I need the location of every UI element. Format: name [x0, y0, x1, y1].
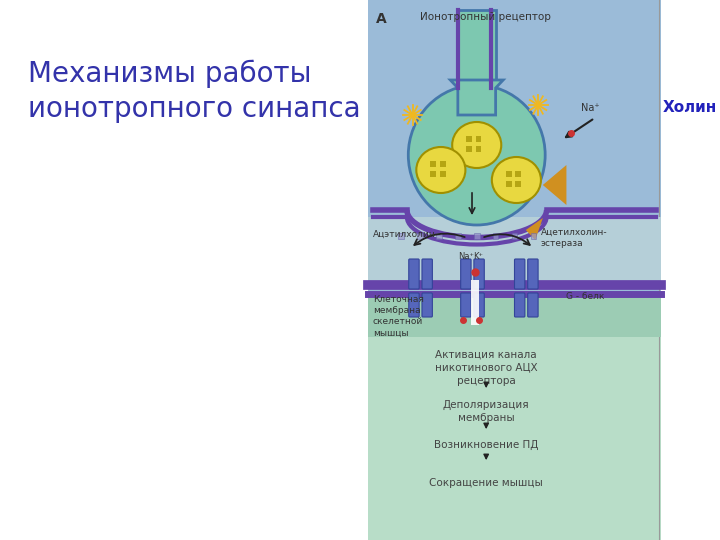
FancyBboxPatch shape — [528, 293, 538, 317]
Text: Ионотропный рецептор: Ионотропный рецептор — [420, 12, 551, 22]
Bar — [368, 330, 661, 540]
Ellipse shape — [452, 122, 501, 168]
Bar — [368, 217, 661, 285]
Bar — [467, 146, 472, 152]
Bar — [440, 171, 446, 177]
Bar — [512, 233, 518, 239]
Text: Ацетилхолин-
эстераза: Ацетилхолин- эстераза — [541, 228, 608, 248]
Bar — [398, 233, 404, 239]
Bar — [476, 136, 482, 142]
Bar — [474, 233, 480, 239]
Bar — [368, 0, 661, 330]
FancyBboxPatch shape — [515, 259, 525, 289]
Text: K⁺: K⁺ — [473, 252, 483, 261]
Bar — [476, 146, 482, 152]
Text: Сокращение мышцы: Сокращение мышцы — [429, 478, 543, 488]
FancyBboxPatch shape — [461, 293, 471, 317]
Bar — [506, 171, 512, 177]
FancyBboxPatch shape — [515, 293, 525, 317]
Text: Возникновение ПД: Возникновение ПД — [434, 440, 539, 450]
FancyBboxPatch shape — [528, 259, 538, 289]
FancyBboxPatch shape — [409, 293, 419, 317]
FancyBboxPatch shape — [422, 259, 433, 289]
Text: ионотропного синапса: ионотропного синапса — [28, 95, 361, 123]
FancyBboxPatch shape — [461, 259, 471, 289]
Bar — [471, 280, 479, 325]
FancyBboxPatch shape — [474, 259, 485, 289]
Bar — [368, 297, 661, 337]
Bar — [516, 181, 521, 187]
Bar — [418, 233, 423, 239]
Bar — [458, 10, 495, 115]
Text: Ацэтилхолин: Ацэтилхолин — [373, 230, 436, 239]
Polygon shape — [526, 218, 543, 240]
Text: Na⁺: Na⁺ — [458, 252, 474, 261]
FancyBboxPatch shape — [409, 259, 419, 289]
Bar — [506, 181, 512, 187]
Bar — [436, 233, 442, 239]
Polygon shape — [450, 80, 503, 115]
Bar — [455, 233, 461, 239]
Ellipse shape — [416, 147, 465, 193]
Text: G - белк: G - белк — [567, 292, 605, 301]
Text: А: А — [376, 12, 387, 26]
Bar — [431, 171, 436, 177]
Ellipse shape — [408, 85, 545, 225]
Bar — [492, 233, 498, 239]
Bar — [431, 161, 436, 167]
Text: Механизмы работы: Механизмы работы — [28, 60, 312, 89]
Polygon shape — [543, 165, 567, 205]
Bar — [467, 136, 472, 142]
FancyBboxPatch shape — [422, 293, 433, 317]
Text: Na⁺: Na⁺ — [580, 103, 599, 113]
Bar — [440, 161, 446, 167]
FancyBboxPatch shape — [474, 293, 485, 317]
Bar — [516, 171, 521, 177]
Text: Деполяризация
мембраны: Деполяризация мембраны — [443, 400, 529, 423]
Bar — [531, 233, 536, 239]
Text: Активация канала
никотинового АЦХ
рецептора: Активация канала никотинового АЦХ рецепт… — [435, 350, 538, 386]
Ellipse shape — [492, 157, 541, 203]
Text: Холин: Холин — [662, 100, 717, 116]
Text: Клеточная
мембрана
скелетной
мышцы: Клеточная мембрана скелетной мышцы — [373, 295, 424, 338]
